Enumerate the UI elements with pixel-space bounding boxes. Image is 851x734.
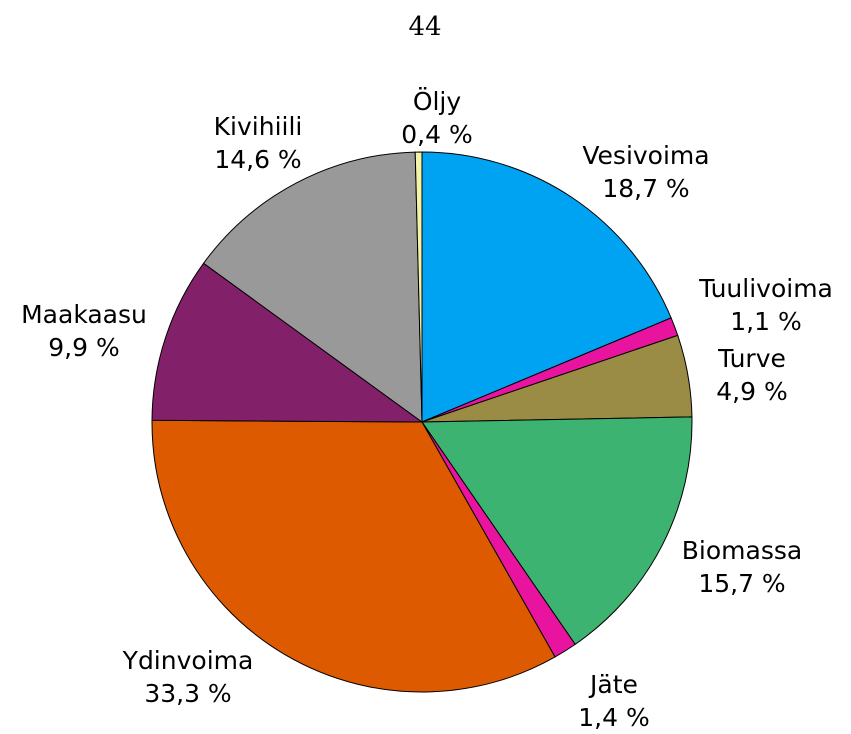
pie-slice xyxy=(421,151,672,423)
pie-slice xyxy=(202,151,423,423)
slice-name: Turve xyxy=(717,344,786,373)
pie-slice xyxy=(421,416,693,646)
slice-name: Tuulivoima xyxy=(698,274,833,303)
slice-name: Maakaasu xyxy=(21,300,147,329)
pie-slice xyxy=(414,151,423,423)
slice-value: 9,9 % xyxy=(48,333,119,362)
slice-value: 4,9 % xyxy=(716,377,787,406)
page-number: 44 xyxy=(408,12,441,42)
slice-value: 15,7 % xyxy=(698,569,785,598)
slice-name: Kivihiili xyxy=(214,112,303,141)
slice-value: 1,1 % xyxy=(730,307,801,336)
slice-value: 0,4 % xyxy=(401,120,472,149)
slice-name: Ydinvoima xyxy=(122,646,254,675)
slice-value: 1,4 % xyxy=(578,703,649,732)
slice-value: 14,6 % xyxy=(214,145,301,174)
pie-slice xyxy=(151,262,424,423)
slice-value: 33,3 % xyxy=(144,679,231,708)
slice-name: Öljy xyxy=(413,87,462,116)
pie-slice xyxy=(151,419,556,693)
slice-name: Biomassa xyxy=(682,536,802,565)
slice-value: 18,7 % xyxy=(602,174,689,203)
slice-name: Vesivoima xyxy=(582,141,709,170)
slice-name: Jäte xyxy=(588,670,638,699)
